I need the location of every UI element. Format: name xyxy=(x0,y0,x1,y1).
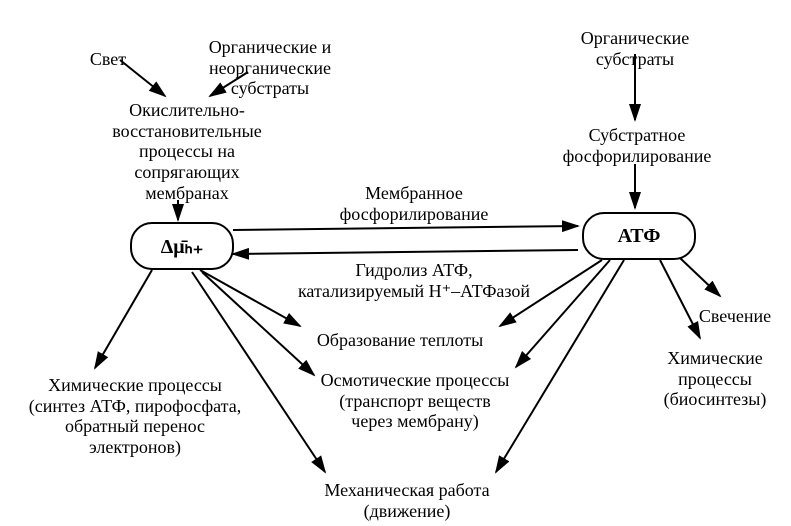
node-atp: АТФ xyxy=(582,212,696,260)
node-delta-mu: Δμ̄ₕ₊ xyxy=(130,222,234,270)
diagram-stage: Свет Органические и неорганические субст… xyxy=(0,0,791,526)
node-lumin: Свечение xyxy=(340,306,791,327)
node-chem-right: Химические процессы (биосинтезы) xyxy=(320,348,791,410)
node-sub-phos: Субстратное фосфорилирование xyxy=(242,125,791,166)
node-hydrolysis: Гидролиз АТФ, катализируемый H⁺–АТФазой xyxy=(19,260,791,301)
node-mech: Механическая работа (движение) xyxy=(12,480,791,521)
node-delta-mu-label: Δμ̄ₕ₊ xyxy=(161,234,204,259)
node-org-sub: Органические субстраты xyxy=(240,28,791,69)
node-atp-label: АТФ xyxy=(618,225,661,248)
